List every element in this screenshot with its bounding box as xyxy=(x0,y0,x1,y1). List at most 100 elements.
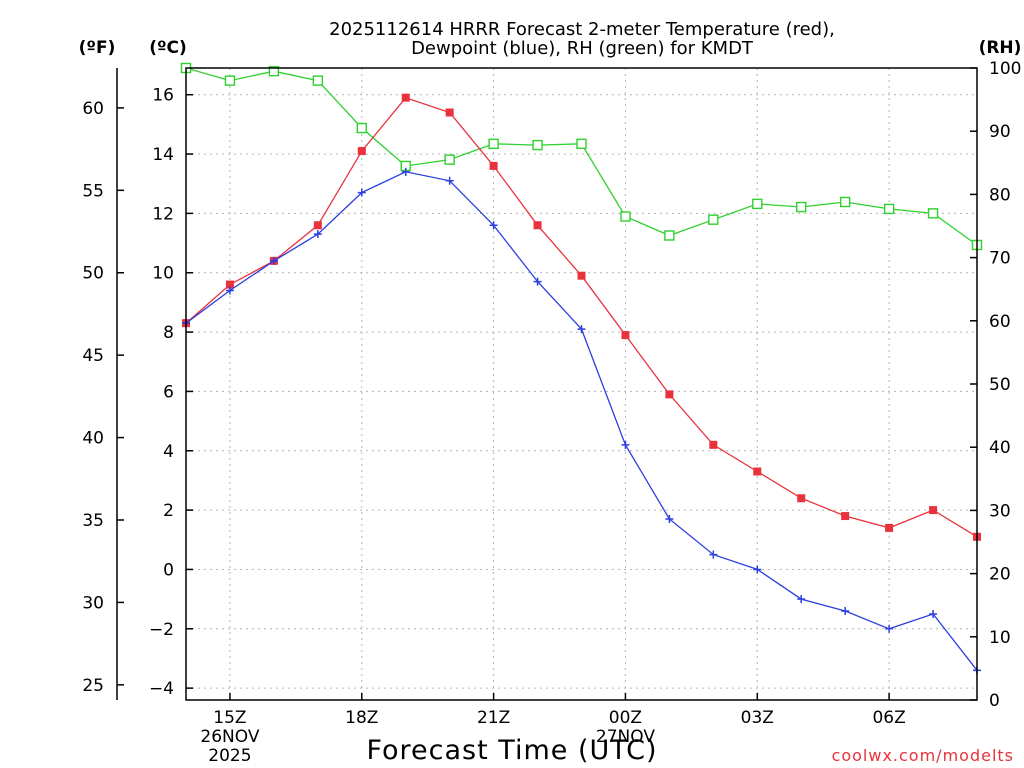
celsius-tick-label: 8 xyxy=(163,323,174,343)
fahrenheit-tick-label: 30 xyxy=(82,593,104,613)
rh-point xyxy=(444,154,455,165)
temperature-point xyxy=(709,440,718,449)
fahrenheit-unit-label: (ºF) xyxy=(79,38,116,58)
dewpoint-point xyxy=(313,230,322,239)
rh-point xyxy=(883,203,895,215)
dewpoint-line xyxy=(185,171,978,671)
celsius-tick-label: 12 xyxy=(152,204,174,224)
fahrenheit-tick-label: 40 xyxy=(82,429,104,449)
rh-tick-label: 0 xyxy=(989,691,1000,711)
celsius-tick-label: 6 xyxy=(163,382,174,402)
dewpoint-point xyxy=(225,286,234,295)
series-layer xyxy=(180,62,983,675)
dewpoint-point xyxy=(621,440,630,449)
celsius-tick-label: −2 xyxy=(149,620,174,640)
time-tick-label: 18Z xyxy=(345,708,378,728)
rh-tick-label: 40 xyxy=(989,438,1011,458)
dewpoint-point xyxy=(929,609,938,618)
grid xyxy=(186,68,977,700)
temperature-point xyxy=(753,467,762,476)
celsius-tick-label: 4 xyxy=(163,442,174,462)
dewpoint-point xyxy=(445,176,454,185)
plot-frame xyxy=(185,67,978,701)
celsius-tick-label: 0 xyxy=(163,560,174,580)
fahrenheit-tick-label: 60 xyxy=(82,99,104,119)
series-rh xyxy=(180,62,983,251)
temperature-point xyxy=(797,494,806,503)
credit-text: coolwx.com/modelts xyxy=(832,746,1014,765)
rh-tick-label: 60 xyxy=(989,312,1011,332)
temperature-point xyxy=(885,523,894,532)
celsius-tick-label: 14 xyxy=(152,145,174,165)
dewpoint-point xyxy=(665,515,674,524)
temperature-point xyxy=(841,512,850,521)
dewpoint-point xyxy=(709,550,718,559)
rh-tick-label: 100 xyxy=(989,59,1021,79)
temperature-line xyxy=(185,96,978,538)
fahrenheit-tick-label: 35 xyxy=(82,511,104,531)
time-tick-label: 26NOV xyxy=(200,727,259,747)
temperature-point xyxy=(489,161,498,170)
rh-tick-label: 70 xyxy=(989,249,1011,269)
time-tick-label: 00Z xyxy=(609,708,642,728)
rh-point xyxy=(796,201,807,213)
rh-tick-label: 30 xyxy=(989,501,1011,521)
rh-point xyxy=(268,65,280,77)
temperature-point xyxy=(533,221,542,230)
temperature-point xyxy=(621,331,630,340)
dewpoint-point xyxy=(357,188,366,197)
time-tick-label: 21Z xyxy=(477,708,510,728)
rh-tick-label: 10 xyxy=(989,628,1011,648)
rh-tick-label: 80 xyxy=(989,185,1011,205)
temperature-point xyxy=(357,147,366,156)
rh-point xyxy=(752,198,763,210)
dewpoint-point xyxy=(753,565,762,574)
dewpoint-point xyxy=(533,277,542,286)
rh-point xyxy=(708,214,719,225)
celsius-unit-label: (ºC) xyxy=(149,38,187,58)
rh-point xyxy=(224,75,236,86)
rh-unit-label: (RH) xyxy=(979,38,1022,58)
fahrenheit-tick-label: 45 xyxy=(82,346,104,366)
dewpoint-point xyxy=(269,256,278,265)
chart-title-line-2: Dewpoint (blue), RH (green) for KMDT xyxy=(411,38,754,59)
dewpoint-point xyxy=(841,606,850,615)
fahrenheit-tick-label: 50 xyxy=(82,264,104,284)
series-temperature xyxy=(182,93,981,541)
time-tick-label: 15Z xyxy=(213,708,246,728)
temperature-point xyxy=(313,221,322,230)
temperature-point xyxy=(401,93,410,102)
rh-point xyxy=(312,75,324,86)
rh-axis: 0 10 20 30 40 50 60 70 80 90 100 xyxy=(970,59,1021,711)
celsius-tick-label: 2 xyxy=(163,501,174,521)
temperature-point xyxy=(445,108,454,117)
dewpoint-point xyxy=(885,624,894,633)
rh-point xyxy=(576,138,587,150)
rh-point xyxy=(532,139,543,151)
time-tick-label: 2025 xyxy=(208,746,251,766)
celsius-tick-label: 16 xyxy=(152,86,174,106)
chart-title-line-1: 2025112614 HRRR Forecast 2-meter Tempera… xyxy=(329,19,835,40)
rh-tick-label: 90 xyxy=(989,122,1011,142)
fahrenheit-axis: 25 30 35 40 45 50 55 60 xyxy=(82,99,124,696)
dewpoint-point xyxy=(577,325,586,334)
x-axis-title: Forecast Time (UTC) xyxy=(366,735,657,766)
rh-point xyxy=(356,122,367,134)
rh-point xyxy=(839,196,851,208)
rh-point xyxy=(927,208,939,219)
time-tick-label: 27NOV xyxy=(596,727,655,747)
rh-point xyxy=(488,138,499,150)
rh-tick-label: 20 xyxy=(989,565,1011,585)
time-tick-label: 03Z xyxy=(741,708,774,728)
fahrenheit-tick-label: 25 xyxy=(82,676,104,696)
rh-point xyxy=(664,230,675,241)
dewpoint-point xyxy=(489,221,498,230)
temperature-point xyxy=(577,271,586,280)
rh-tick-label: 50 xyxy=(989,375,1011,395)
temperature-point xyxy=(665,390,674,399)
celsius-tick-label: −4 xyxy=(149,679,174,699)
celsius-tick-label: 10 xyxy=(152,264,174,284)
dewpoint-point xyxy=(401,167,410,176)
